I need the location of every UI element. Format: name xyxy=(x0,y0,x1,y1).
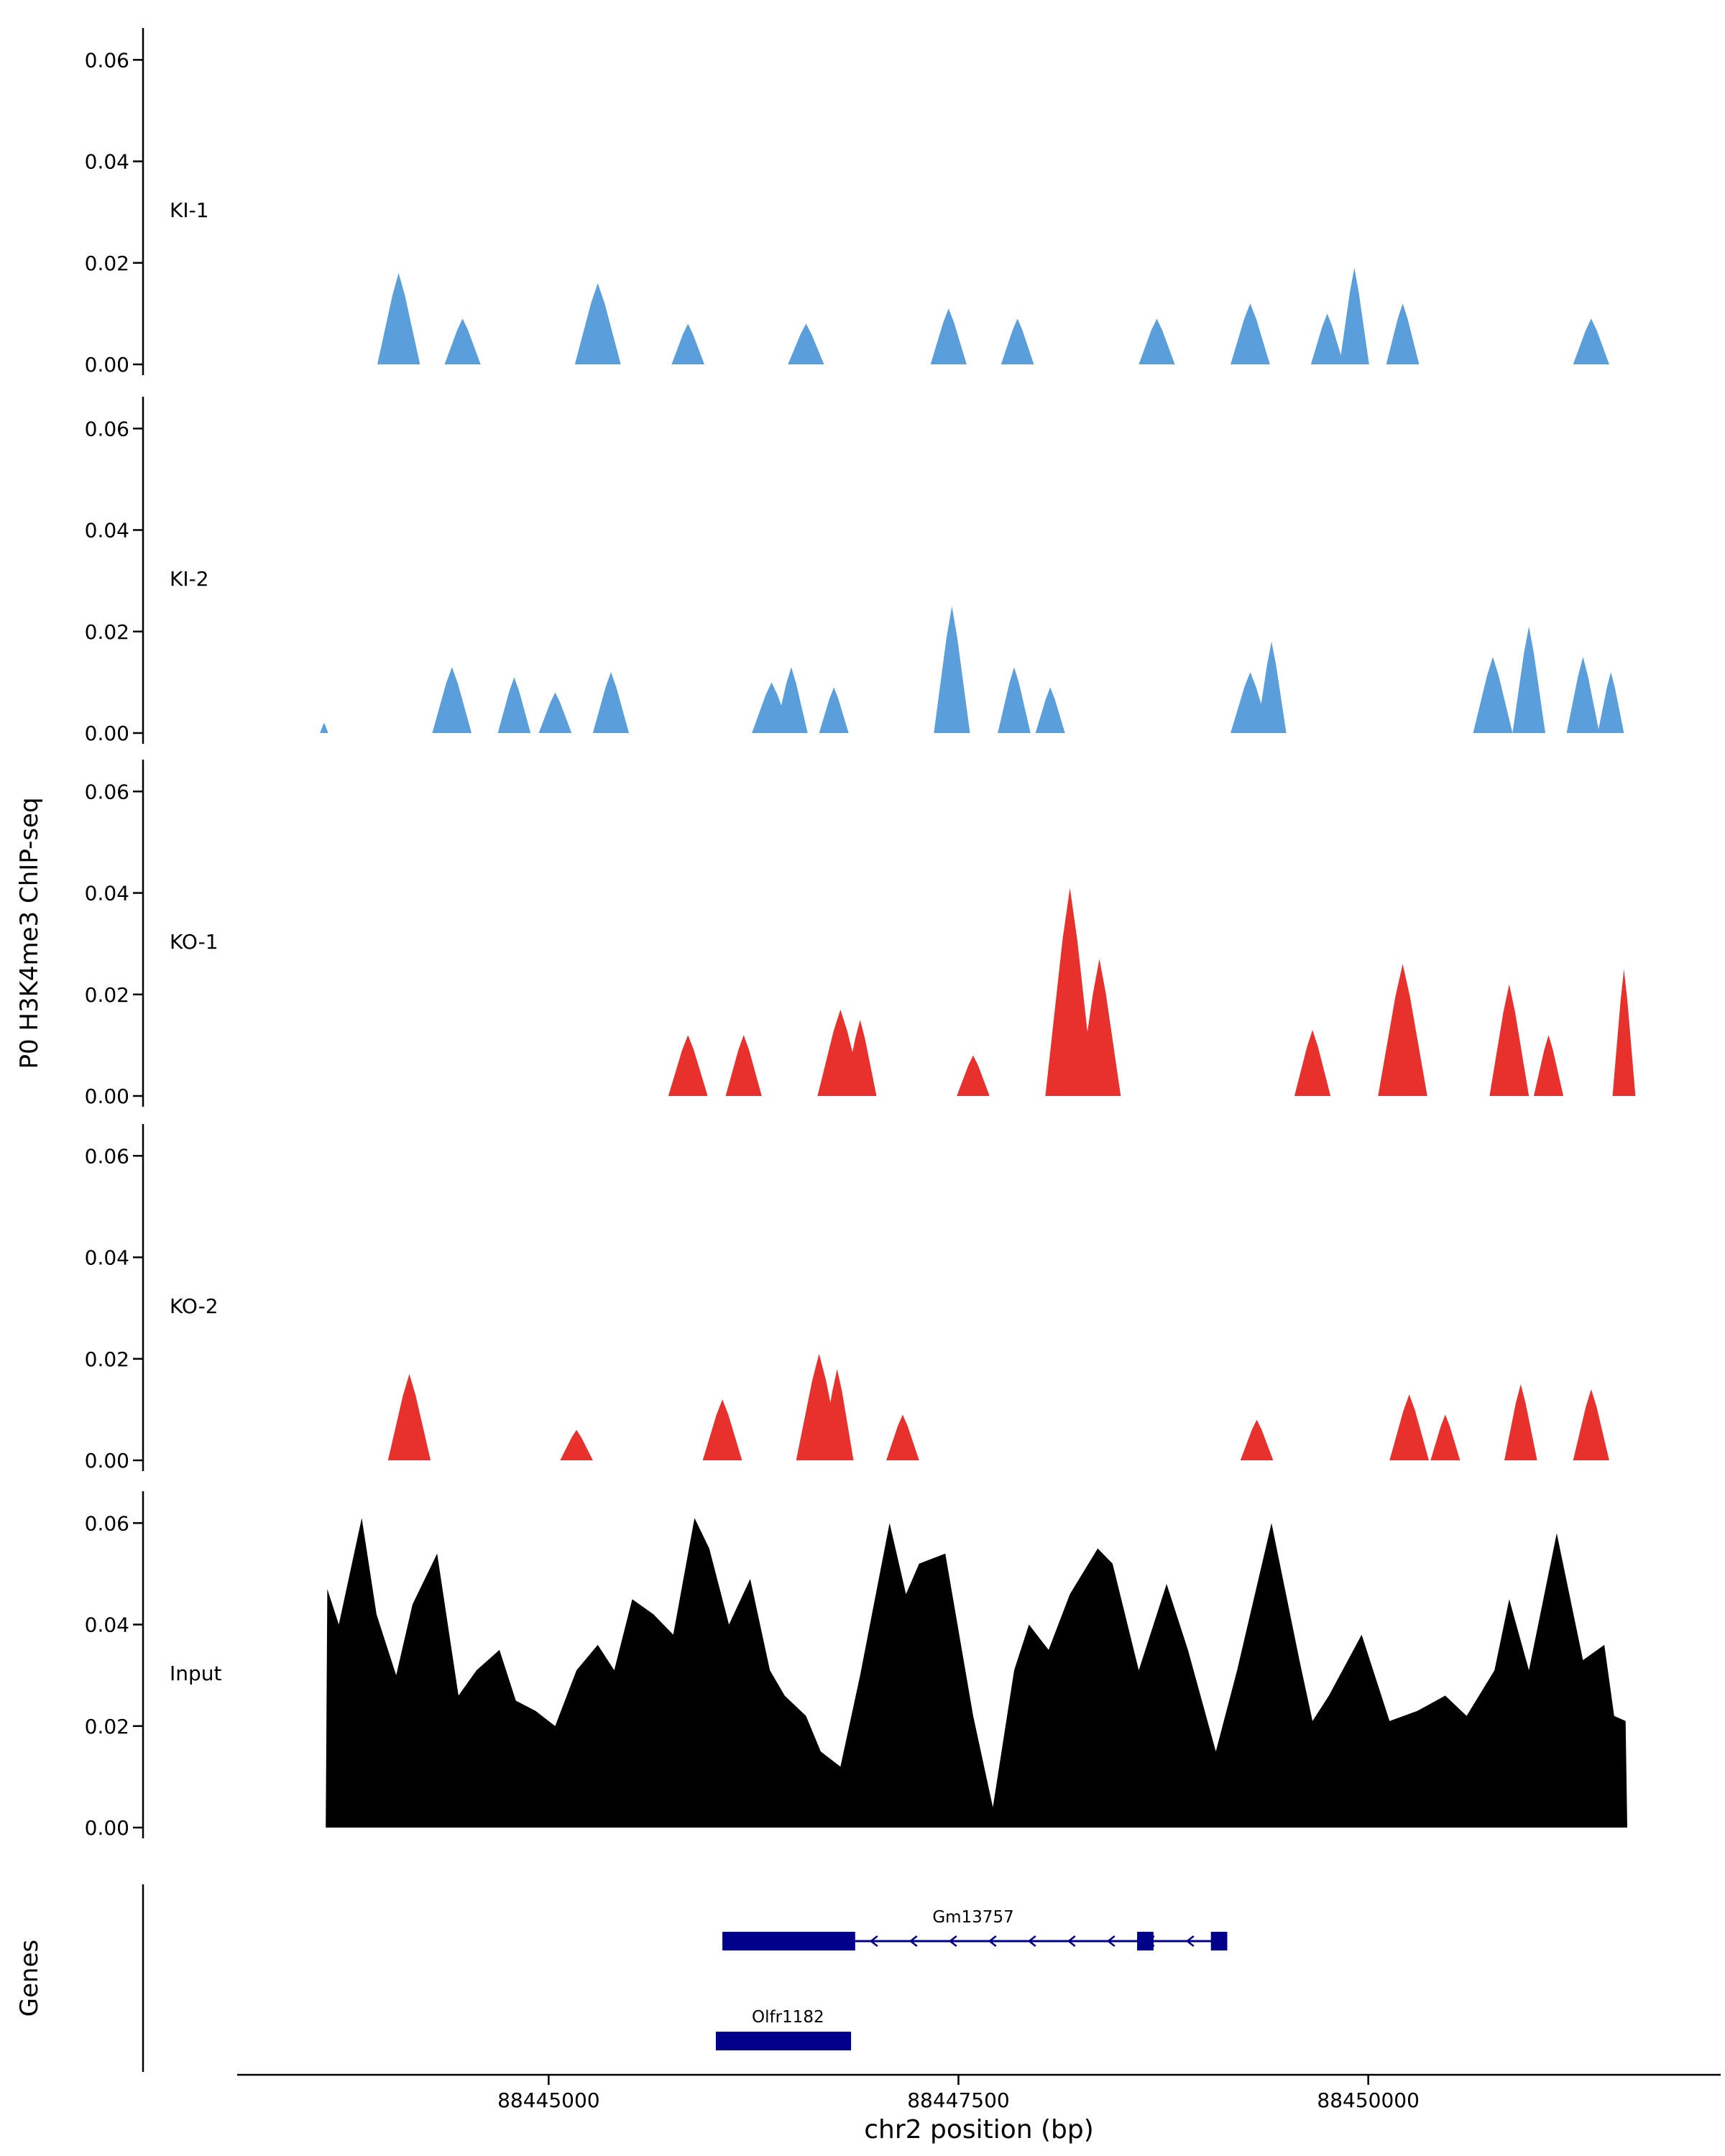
y-tick-label: 0.02 xyxy=(85,1715,129,1738)
track-label: KO-1 xyxy=(170,930,218,954)
gene-exon xyxy=(1210,1932,1228,1950)
x-tick-label: 88447500 xyxy=(907,2088,1010,2112)
x-tick-label: 88450000 xyxy=(1317,2088,1420,2112)
gene-exon xyxy=(722,1932,855,1950)
strand-arrow-left-icon xyxy=(1067,1935,1076,1947)
y-tick-label: 0.06 xyxy=(85,417,129,441)
track-KI-2: 0.00 0.02 0.04 0.06 KI-2 xyxy=(85,397,1624,745)
y-tick-label: 0.06 xyxy=(85,1511,129,1535)
x-tick-label: 88445000 xyxy=(497,2088,600,2112)
x-axis: 88445000 88447500 88450000 chr2 position (b… xyxy=(237,2073,1721,2145)
strand-arrow-left-icon xyxy=(869,1935,878,1947)
signal-area-KO-2 xyxy=(387,1353,1609,1460)
gene-label: Olfr1182 xyxy=(752,2008,824,2027)
gene-Gm13757: Gm13757 xyxy=(722,1908,1228,1950)
gene-label: Gm13757 xyxy=(932,1908,1013,1927)
y-tick-label: 0.04 xyxy=(85,1246,129,1270)
gene-exon xyxy=(715,2032,852,2050)
y-tick-label: 0.00 xyxy=(85,353,129,377)
signal-area-KI-2 xyxy=(320,606,1624,733)
track-label: KI-1 xyxy=(170,198,209,222)
signal-area-KO-1 xyxy=(668,888,1636,1096)
signal-area-KI-1 xyxy=(377,267,1609,364)
y-axis-title: P0 H3K4me3 ChIP-seq xyxy=(15,797,44,1069)
y-tick-label: 0.00 xyxy=(85,1816,129,1840)
y-tick-label: 0.00 xyxy=(85,1084,129,1108)
genes-axis-title: Genes xyxy=(15,1940,44,2017)
gene-Olfr1182: Olfr1182 xyxy=(715,2008,852,2050)
y-tick-label: 0.00 xyxy=(85,722,129,745)
track-label: Input xyxy=(170,1662,222,1685)
signal-area-Input xyxy=(326,1518,1628,1828)
strand-arrow-left-icon xyxy=(1027,1935,1036,1947)
y-tick-label: 0.04 xyxy=(85,882,129,906)
y-tick-label: 0.00 xyxy=(85,1449,129,1473)
track-Input: 0.00 0.02 0.04 0.06 Input xyxy=(85,1491,1628,1840)
y-tick-label: 0.06 xyxy=(85,1144,129,1168)
y-tick-label: 0.04 xyxy=(85,150,129,174)
x-axis-title: chr2 position (bp) xyxy=(864,2115,1094,2145)
track-label: KI-2 xyxy=(170,567,209,591)
y-tick-label: 0.06 xyxy=(85,780,129,803)
track-KO-1: 0.00 0.02 0.04 0.06 KO-1 xyxy=(85,760,1636,1108)
y-tick-label: 0.04 xyxy=(85,519,129,543)
y-tick-label: 0.02 xyxy=(85,620,129,644)
track-label: KO-2 xyxy=(170,1294,218,1318)
strand-arrow-left-icon xyxy=(908,1935,918,1947)
strand-arrow-left-icon xyxy=(988,1935,997,1947)
strand-arrow-left-icon xyxy=(1185,1935,1195,1947)
gene-exon xyxy=(1137,1932,1154,1950)
y-tick-label: 0.06 xyxy=(85,48,129,72)
y-tick-label: 0.02 xyxy=(85,1348,129,1371)
strand-arrow-left-icon xyxy=(1106,1935,1116,1947)
track-KO-2: 0.00 0.02 0.04 0.06 KO-2 xyxy=(85,1124,1609,1473)
y-tick-label: 0.04 xyxy=(85,1613,129,1637)
y-tick-label: 0.02 xyxy=(85,983,129,1007)
track-KI-1: 0.00 0.02 0.04 0.06 KI-1 xyxy=(85,28,1609,377)
y-tick-label: 0.02 xyxy=(85,252,129,275)
strand-arrow-left-icon xyxy=(948,1935,957,1947)
genes-panel: Gm13757 Olfr1182 xyxy=(142,1884,1228,2072)
